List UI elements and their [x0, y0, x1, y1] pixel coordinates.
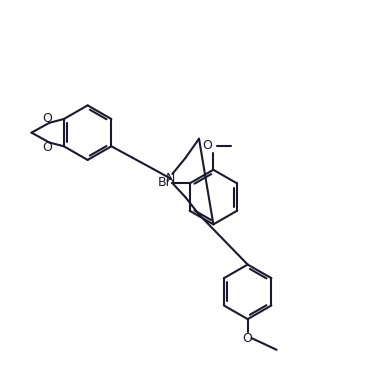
Text: O: O: [43, 112, 53, 125]
Text: O: O: [203, 139, 213, 152]
Text: N: N: [166, 172, 175, 185]
Text: O: O: [43, 141, 53, 153]
Text: Br: Br: [158, 176, 172, 189]
Text: O: O: [243, 332, 253, 345]
